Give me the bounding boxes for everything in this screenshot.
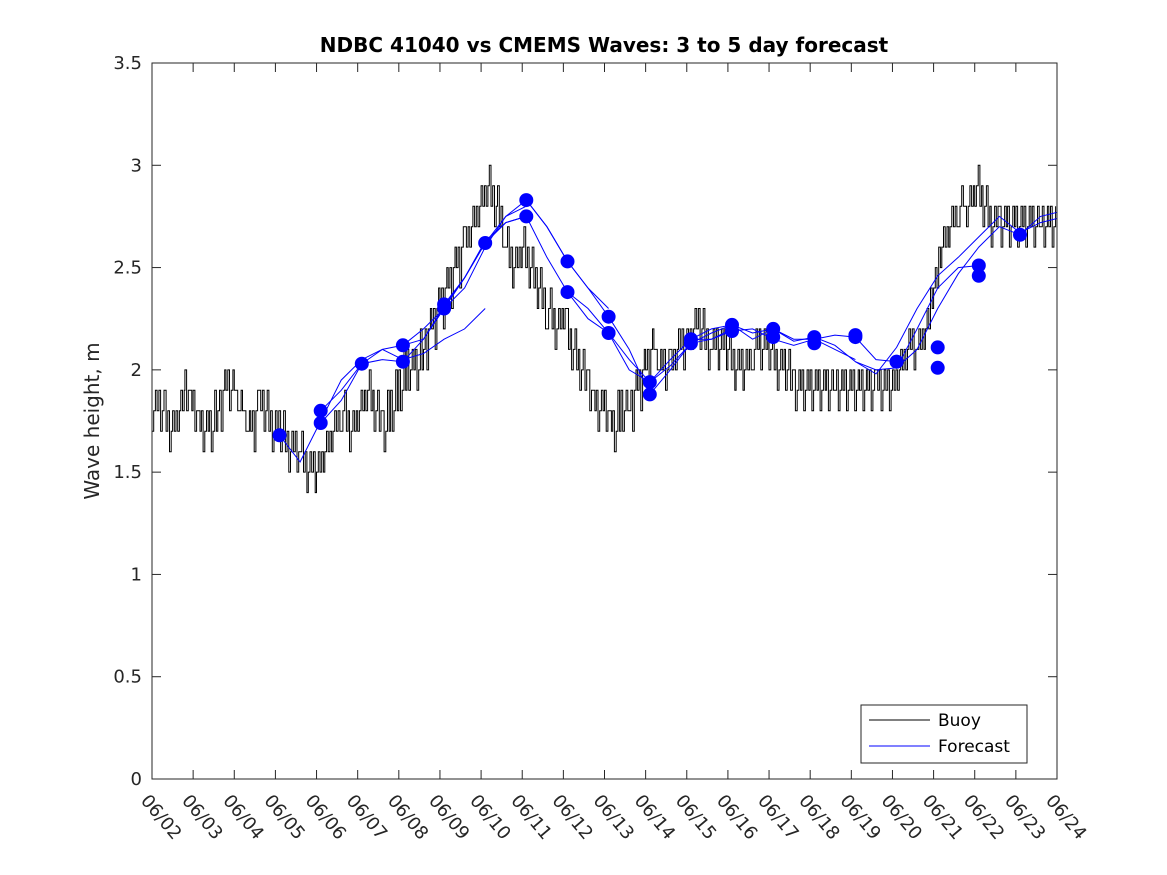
forecast-start-marker [560, 285, 575, 300]
y-tick-label: 1 [131, 564, 142, 585]
data-layer [152, 164, 1057, 494]
forecast-start-marker [395, 354, 410, 369]
y-tick-label: 3 [131, 155, 142, 176]
legend: Buoy Forecast [860, 704, 1028, 764]
forecast-start-marker [930, 340, 945, 355]
forecast-start-marker [519, 193, 534, 208]
forecast-start-marker [478, 236, 493, 250]
legend-forecast-label: Forecast [938, 737, 1010, 757]
y-tick-label: 3.5 [113, 53, 142, 74]
legend-buoy-label: Buoy [938, 711, 981, 731]
forecast-start-marker [807, 336, 822, 351]
forecast-start-marker [601, 309, 616, 324]
y-tick-label: 2 [131, 360, 142, 381]
forecast-start-marker [395, 338, 410, 353]
forecast-start-marker [683, 336, 698, 351]
forecast-start-marker [1013, 227, 1027, 242]
chart-title: NDBC 41040 vs CMEMS Waves: 3 to 5 day fo… [320, 33, 889, 57]
forecast-run-line-9 [690, 328, 897, 363]
forecast-start-marker [354, 356, 369, 371]
forecast-start-marker [766, 330, 781, 345]
forecast-start-marker [272, 428, 287, 443]
forecast-start-marker [642, 387, 657, 402]
forecast-start-marker [889, 354, 904, 369]
forecast-run-line-11 [855, 215, 1057, 375]
y-axis: 0 0.5 1 1.5 2 2.5 3 3.5 [113, 53, 1057, 790]
axes-background [152, 63, 1057, 779]
y-tick-label: 1.5 [113, 462, 142, 483]
y-tick-label: 2.5 [113, 258, 142, 279]
forecast-start-marker [601, 326, 616, 340]
forecast-run-line-10 [772, 265, 979, 371]
forecast-start-marker [560, 254, 575, 269]
forecast-start-marker [642, 375, 657, 390]
forecast-run-line-6 [525, 199, 733, 396]
forecast-start-marker [313, 416, 328, 430]
y-axis-label: Wave height, m [80, 342, 104, 499]
forecast-run-line-5 [443, 215, 651, 383]
forecast-start-marker [848, 330, 863, 345]
forecast-run-line-3 [320, 215, 527, 424]
forecast-start-marker [519, 209, 534, 224]
forecast-start-marker [437, 301, 452, 316]
plot-area [151, 62, 1058, 780]
y-tick-label: 0.5 [113, 667, 142, 688]
forecast-start-marker [313, 403, 328, 418]
forecast-run-line-12 [896, 211, 1057, 369]
legend-box [860, 704, 1028, 764]
forecast-start-marker [725, 324, 739, 338]
forecast-start-marker [930, 360, 945, 375]
forecast-start-marker [971, 268, 986, 283]
buoy-line [152, 164, 1057, 494]
y-tick-label: 0 [131, 769, 142, 790]
